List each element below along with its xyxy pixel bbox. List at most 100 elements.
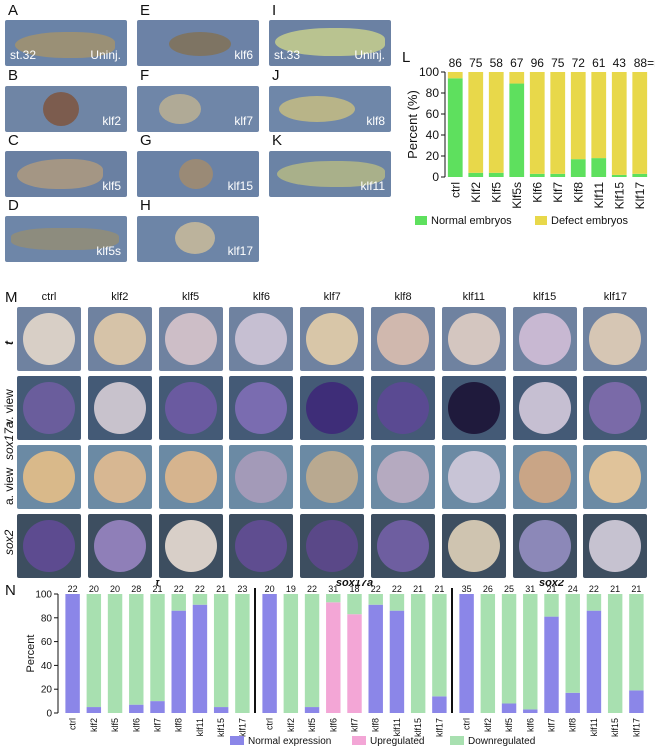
grid-cell [87,307,152,371]
grid-cell [441,376,506,440]
n-bar-segment [544,616,559,713]
grid-embryo [164,520,217,572]
grid-cell [229,445,294,509]
grid-cell [87,376,152,440]
grid-embryo [235,451,288,503]
embryo-b [43,92,79,126]
n-bar-segment [347,594,362,615]
grid-embryo [93,520,146,572]
n-x-tick-label: klf2 [89,718,99,732]
n-bar-segment [629,690,644,713]
l-x-tick-label: Klf11 [592,182,606,209]
treat-label-k: klf11 [360,179,385,193]
panel-letter-i: I [272,2,277,19]
n-bar-segment [192,604,208,713]
grid-cell [512,445,577,509]
n-bar-segment [326,594,341,603]
treat-label-d: klf5s [96,244,121,258]
n-bar-segment [192,594,208,605]
l-bar-segment [591,158,607,177]
n-x-tick-label: klf5 [504,718,514,732]
treat-label-b: klf2 [102,114,121,128]
n-y-tick-label: 40 [41,661,53,672]
l-n-label: 86 [449,56,463,70]
tile-h: klf17 [137,216,259,262]
grid-cell [87,445,152,509]
l-bar-segment [570,72,586,160]
l-n-label: 88=n [634,56,655,70]
l-n-label: 61 [592,56,606,70]
column-label: ctrl [41,291,57,303]
column-label: klf11 [462,291,485,303]
n-x-tick-label: klf5 [110,718,120,732]
grid-embryo [164,451,217,503]
n-bar-segment [86,594,102,708]
l-x-tick-label: Klf17 [633,182,647,210]
grid-cell [229,514,294,578]
n-bar-segment [235,594,250,713]
n-bar-segment [171,594,186,611]
n-bar-segment [523,709,538,713]
n-x-tick-label: ctrl [265,718,275,730]
n-n-label: 26 [483,584,493,594]
grid-cell [512,307,577,371]
n-n-label: 21 [610,584,620,594]
l-x-tick-label: Klf5 [489,182,503,203]
column-label: klf17 [603,291,628,303]
grid-cell [158,445,223,509]
tile-j: klf8 [269,86,391,132]
n-legend-label: Upregulated [370,736,424,747]
n-x-tick-label: ctrl [462,718,472,730]
row-label-sox2: sox2 [2,529,16,555]
n-bar-segment [171,610,186,713]
column-label: klf6 [252,291,270,303]
l-n-label: 96 [531,56,545,70]
n-bar-segment [86,707,102,713]
n-bar-segment [65,594,80,713]
n-n-label: 22 [174,584,184,594]
embryo-k [277,161,385,187]
grid-cell [371,376,435,440]
n-x-tick-label: klf11 [589,718,599,736]
grid-embryo [589,520,642,572]
n-n-label: 20 [110,584,120,594]
l-x-tick-label: Klf15 [612,182,626,210]
n-x-tick-label: klf15 [413,718,423,737]
l-x-tick-label: Klf5s [510,182,524,209]
n-bar-segment [501,594,517,704]
n-x-tick-label: klf6 [328,718,338,732]
n-x-tick-label: klf8 [174,718,184,732]
l-bar-segment [529,173,545,177]
embryo-f [159,94,201,124]
treat-label-f: klf7 [234,114,253,128]
grid-cell [300,376,365,440]
n-bar-segment [389,594,405,611]
treat-label-a: Uninj. [90,48,121,62]
n-legend-swatch [352,736,366,745]
l-n-label: 75 [469,56,483,70]
grid-embryo [23,313,75,365]
grid-cell [583,514,648,578]
n-bar-segment [326,602,341,713]
n-x-tick-label: klf6 [525,718,535,732]
panel-letter-m: M [5,289,18,306]
column-label: klf2 [111,291,129,303]
grid-cell [371,307,435,371]
panel-letter-j: J [272,67,280,84]
n-bar-segment [129,594,144,705]
treat-label-i: Uninj. [354,48,385,62]
column-label: klf5 [182,291,200,303]
l-bar-segment [488,172,504,177]
grid-cell [583,376,648,440]
l-bar-segment [570,159,586,177]
l-legend-label: Defect embryos [551,215,629,227]
n-legend-label: Normal expression [248,736,331,747]
grid-embryo [235,520,288,572]
l-y-tick-label: 100 [419,65,439,79]
column-label: klf15 [532,291,557,303]
n-bar-segment [283,594,299,713]
l-n-label: 75 [551,56,565,70]
n-y-tick-label: 100 [35,590,52,601]
tile-c: klf5 [5,151,127,197]
column-label: klf7 [323,291,341,303]
